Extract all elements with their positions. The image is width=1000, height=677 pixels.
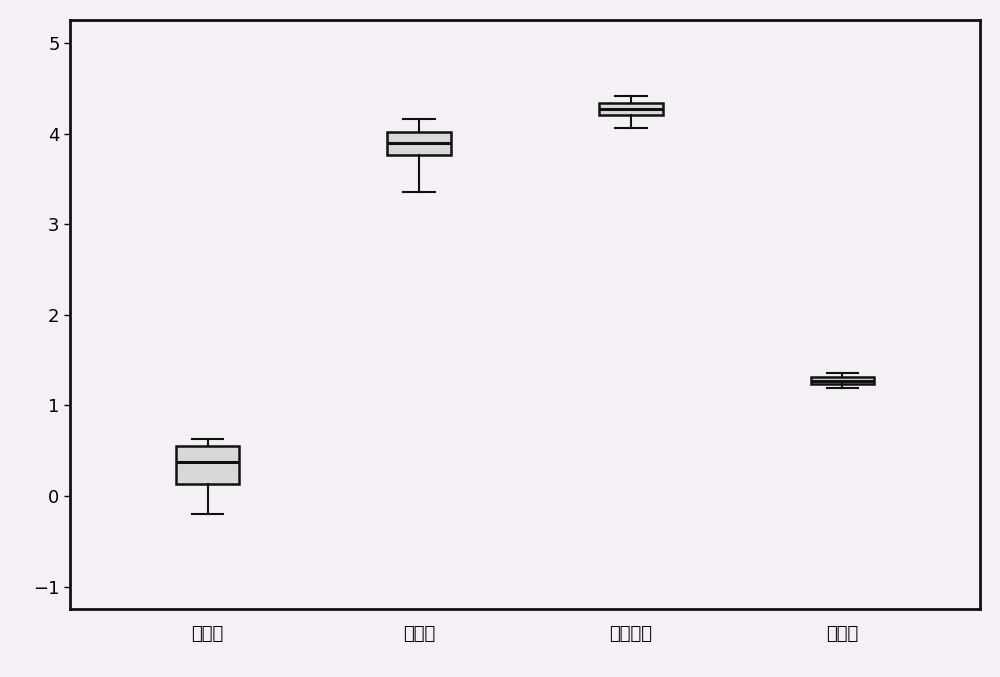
PathPatch shape bbox=[176, 446, 239, 484]
PathPatch shape bbox=[387, 132, 451, 155]
PathPatch shape bbox=[599, 103, 663, 116]
PathPatch shape bbox=[811, 377, 874, 384]
